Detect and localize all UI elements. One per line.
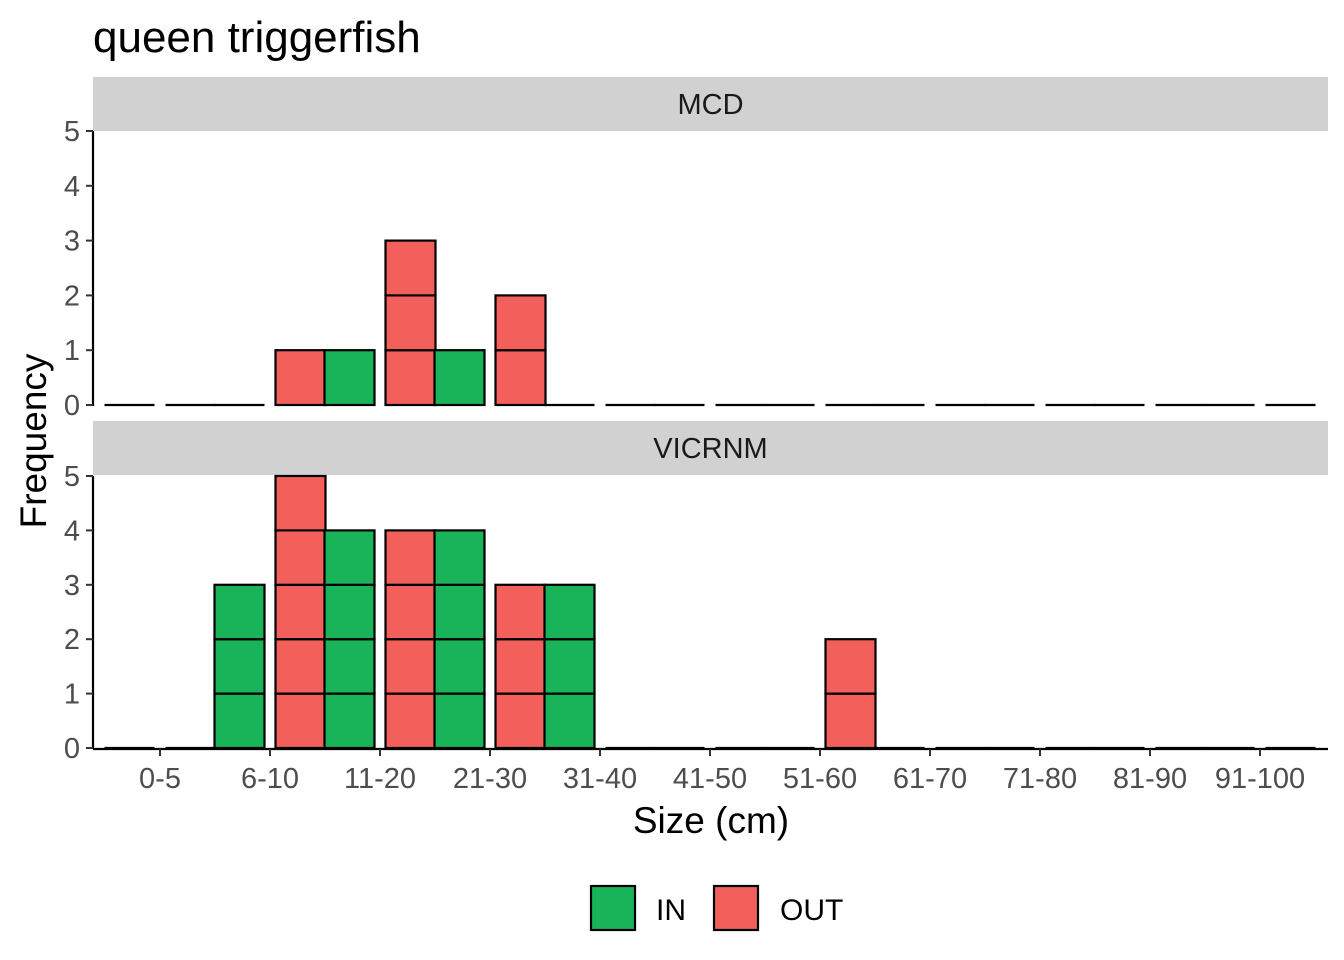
legend: IN OUT — [589, 884, 843, 932]
bar-out-11-20 — [384, 638, 437, 695]
bar-in-31-40 — [543, 583, 596, 641]
bar-out-51-60 — [824, 638, 877, 695]
bar-out-11-20 — [384, 692, 437, 750]
bar-out-21-30 — [494, 638, 547, 695]
facet-strip — [93, 77, 1328, 131]
bar-out-6-10 — [274, 474, 327, 532]
bar-out-21-30 — [494, 583, 547, 641]
bar-out-6-10 — [274, 349, 327, 407]
bar-in-6-10 — [213, 583, 266, 641]
y-tick-label: 0 — [64, 390, 80, 422]
legend-label: IN — [656, 894, 686, 927]
bar-in-11-20 — [323, 529, 376, 586]
y-tick-label: 5 — [64, 461, 80, 493]
bar-out-11-20 — [384, 583, 437, 641]
bar-out-21-30 — [494, 692, 547, 750]
x-tick-label: 41-50 — [673, 763, 747, 795]
x-tick-label: 21-30 — [453, 763, 527, 795]
x-tick-label: 91-100 — [1215, 763, 1305, 795]
bar-in-11-20 — [323, 583, 376, 641]
bar-in-21-30 — [433, 692, 486, 750]
facet-strip-label: MCD — [677, 89, 743, 121]
bar-in-31-40 — [543, 638, 596, 695]
y-axis-label: Frequency — [13, 353, 54, 528]
bar-out-6-10 — [274, 692, 327, 750]
legend-item-in: IN — [589, 884, 686, 932]
facet-strip-label: VICRNM — [653, 433, 767, 465]
bar-out-11-20 — [384, 294, 437, 352]
bar-in-11-20 — [323, 638, 376, 695]
legend-key-in — [589, 884, 637, 932]
bar-in-6-10 — [213, 638, 266, 695]
bar-out-6-10 — [274, 638, 327, 695]
y-tick-label: 4 — [64, 515, 80, 547]
y-tick-label: 3 — [64, 226, 80, 258]
bar-in-21-30 — [433, 638, 486, 695]
facet-strip — [93, 421, 1328, 475]
bar-out-11-20 — [384, 349, 437, 407]
y-tick-label: 2 — [64, 624, 80, 656]
x-tick-label: 81-90 — [1113, 763, 1187, 795]
facet-panel-mcd: MCD 0 1 2 3 4 5 — [64, 77, 1328, 422]
bar-out-51-60 — [824, 692, 877, 750]
y-tick-label: 3 — [64, 570, 80, 602]
x-tick-label: 71-80 — [1003, 763, 1077, 795]
chart-title: queen triggerfish — [93, 13, 421, 62]
bar-in-21-30 — [433, 349, 486, 407]
bar-in-11-20 — [323, 692, 376, 750]
facet-panel-vicrnm: VICRNM 0 1 2 3 4 5 0-5 6-10 11-20 21-30 31-40 41-50 5… — [64, 421, 1328, 795]
bar-in-31-40 — [543, 692, 596, 750]
bar-out-11-20 — [384, 239, 437, 297]
bar-in-21-30 — [433, 529, 486, 586]
x-tick-label: 0-5 — [139, 763, 181, 795]
y-tick-label: 4 — [64, 171, 80, 203]
x-axis-label: Size (cm) — [633, 800, 789, 841]
legend-key-out — [712, 884, 760, 932]
bar-out-11-20 — [384, 529, 437, 586]
bar-out-6-10 — [274, 583, 327, 641]
y-tick-label: 0 — [64, 733, 80, 765]
x-tick-label: 61-70 — [893, 763, 967, 795]
x-tick-label: 6-10 — [241, 763, 299, 795]
x-tick-label: 11-20 — [344, 763, 416, 795]
x-tick-label: 31-40 — [563, 763, 637, 795]
bar-out-21-30 — [494, 349, 547, 407]
legend-label: OUT — [780, 894, 843, 927]
bar-out-21-30 — [494, 294, 547, 352]
bar-in-6-10 — [213, 692, 266, 750]
bar-out-6-10 — [274, 529, 327, 586]
facet-panels: MCD 0 1 2 3 4 5 VICRNM 0 1 2 3 4 5 0-5 6-10 11-20 21-30 31… — [64, 77, 1328, 795]
legend-item-out: OUT — [712, 884, 843, 932]
x-tick-label: 51-60 — [783, 763, 857, 795]
y-tick-label: 1 — [64, 679, 80, 711]
y-tick-label: 1 — [64, 335, 80, 367]
bar-in-21-30 — [433, 583, 486, 641]
y-tick-label: 2 — [64, 280, 80, 312]
bar-in-11-20 — [323, 349, 376, 407]
y-tick-label: 5 — [64, 116, 80, 148]
